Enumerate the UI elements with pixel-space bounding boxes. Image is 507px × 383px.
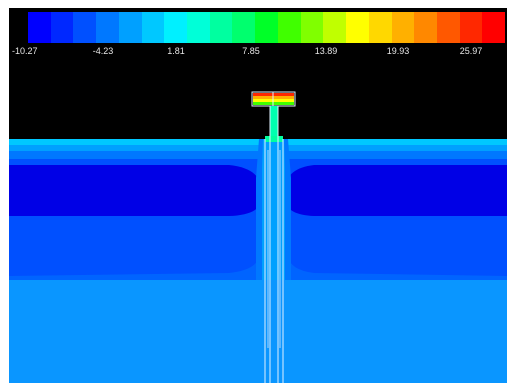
colorbar-swatch [209, 12, 233, 43]
colorbar-swatch [323, 12, 347, 43]
colorbar-swatch [50, 12, 74, 43]
colorbar-swatch [232, 12, 256, 43]
colorbar-swatch [73, 12, 97, 43]
colorbar-swatch [164, 12, 188, 43]
colorbar-swatch [482, 12, 506, 43]
soil-surface-layer [9, 139, 507, 145]
colorbar-swatch [368, 12, 392, 43]
colorbar-label: 19.93 [386, 46, 410, 56]
colorbar-swatch [346, 12, 369, 43]
colorbar-swatch [141, 12, 165, 43]
cold-core-right [285, 165, 507, 216]
colorbar [28, 12, 506, 43]
colorbar-swatch [28, 12, 51, 43]
pile-structure [251, 91, 296, 383]
cold-core-left [9, 165, 262, 216]
colorbar-label: -4.23 [92, 46, 114, 56]
soil-domain [9, 139, 507, 383]
colorbar-label: 1.81 [167, 46, 185, 56]
colorbar-label: 25.97 [459, 46, 483, 56]
colorbar-swatch [96, 12, 119, 43]
colorbar-swatch [255, 12, 278, 43]
soil-bottom-layer [9, 280, 507, 383]
transition-zone-right [288, 216, 507, 276]
colorbar-label: 13.89 [314, 46, 338, 56]
colorbar-swatch [187, 12, 210, 43]
colorbar-labels: -10.27 -4.23 1.81 7.85 13.89 19.93 25.97 [9, 46, 507, 60]
pile-bottom-halo [259, 280, 288, 383]
colorbar-swatch [436, 12, 460, 43]
colorbar-swatch [118, 12, 142, 43]
colorbar-swatch [277, 12, 301, 43]
temperature-contour-plot [9, 91, 507, 383]
pile-shaft-top [270, 106, 278, 139]
soil-layer-2 [9, 145, 507, 151]
colorbar-swatch [414, 12, 437, 43]
colorbar-label: -10.27 [12, 46, 38, 56]
colorbar-swatch [300, 12, 324, 43]
colorbar-swatch [391, 12, 415, 43]
transition-zone-left [9, 216, 259, 276]
pile-shaft-band [265, 136, 283, 142]
colorbar-swatch [459, 12, 483, 43]
simulation-viewport[interactable]: -10.27 -4.23 1.81 7.85 13.89 19.93 25.97 [9, 8, 507, 383]
colorbar-label: 7.85 [242, 46, 260, 56]
